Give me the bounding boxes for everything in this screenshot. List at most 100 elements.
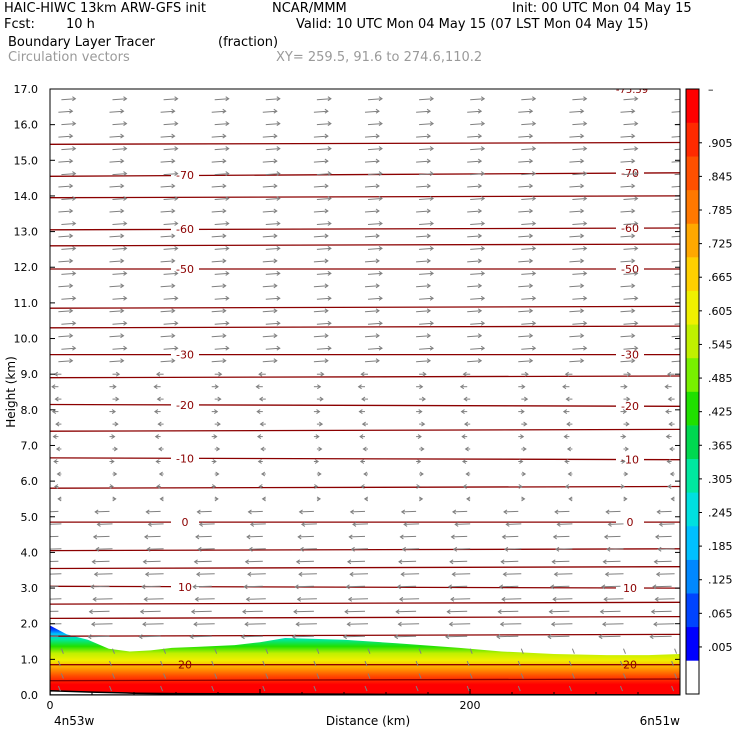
wind-vector-head xyxy=(477,183,483,189)
wind-vector xyxy=(316,648,320,654)
wind-vector-head xyxy=(520,409,525,415)
wind-vector-head xyxy=(447,584,452,590)
colorbar-label: .485 xyxy=(708,372,733,385)
wind-vector-head xyxy=(44,572,47,576)
wind-vector xyxy=(517,660,521,667)
wind-vector-head xyxy=(276,146,281,152)
wind-vector-head xyxy=(622,409,628,415)
wind-vector-head xyxy=(361,396,366,402)
wind-vector-head xyxy=(566,421,571,427)
colorbar-swatch xyxy=(686,223,699,258)
wind-vector-head xyxy=(146,546,151,552)
wind-vector xyxy=(518,260,533,263)
wind-vector xyxy=(60,673,64,679)
wind-vector xyxy=(58,285,73,288)
wind-vector xyxy=(262,110,277,113)
wind-vector-head xyxy=(448,621,453,627)
wind-vector-head xyxy=(417,434,422,440)
contour-label-bg xyxy=(171,169,199,182)
wind-vector xyxy=(364,360,380,363)
wind-vector xyxy=(470,272,485,275)
wind-vector-head xyxy=(299,546,304,552)
wind-vector xyxy=(499,585,519,588)
y-tick-label: 14.0 xyxy=(14,190,39,203)
wind-vector-head xyxy=(551,559,556,565)
contour-label: -50 xyxy=(621,263,639,276)
wind-vector-head xyxy=(378,96,383,102)
wind-vector xyxy=(608,523,624,525)
y-tick-label: 2.0 xyxy=(21,618,39,631)
wind-vector-head xyxy=(120,208,125,214)
wind-vector-head xyxy=(522,446,527,452)
wind-vector-head xyxy=(461,434,466,440)
wind-vector-head xyxy=(564,459,569,464)
wind-vector xyxy=(572,347,587,350)
wind-vector-head xyxy=(477,108,483,114)
wind-vector-head xyxy=(276,171,281,177)
colorbar-label: .845 xyxy=(708,170,733,183)
organization: NCAR/MMM xyxy=(272,1,347,16)
wind-vector-head xyxy=(225,121,230,127)
forecast-label: Fcst: xyxy=(4,17,35,32)
y-tick-label: 17.0 xyxy=(14,83,39,96)
wind-vector xyxy=(144,535,161,538)
wind-vector-head xyxy=(583,320,588,326)
wind-vector-head xyxy=(46,522,49,526)
wind-vector-head xyxy=(40,585,43,589)
wind-vector-head xyxy=(634,270,639,276)
wind-vector-head xyxy=(174,221,179,226)
wind-vector xyxy=(674,298,680,300)
wind-vector xyxy=(160,285,175,288)
wind-vector xyxy=(109,335,124,338)
wind-vector-head xyxy=(198,521,203,527)
wind-vector-head xyxy=(623,496,628,502)
wind-vector-head xyxy=(72,345,77,351)
wind-vector xyxy=(671,685,675,692)
wind-vector xyxy=(163,98,178,101)
wind-vector-head xyxy=(171,133,176,139)
wind-vector xyxy=(140,610,161,613)
wind-vector-head xyxy=(256,409,261,415)
wind-vector xyxy=(61,198,76,200)
wind-vector-head xyxy=(580,133,585,139)
wind-vector xyxy=(419,123,434,126)
wind-vector xyxy=(518,285,533,288)
wind-vector-head xyxy=(568,496,573,502)
wind-vector xyxy=(467,185,482,188)
wind-vector xyxy=(620,660,623,667)
wind-vector xyxy=(554,573,573,575)
wind-vector-head xyxy=(249,521,255,527)
wind-vector xyxy=(262,210,277,213)
wind-vector xyxy=(623,148,638,151)
wind-vector-head xyxy=(426,158,432,164)
wind-vector xyxy=(50,610,59,612)
wind-vector-head xyxy=(327,221,332,226)
wind-vector xyxy=(364,285,380,288)
wind-vector xyxy=(470,98,485,101)
wind-vector xyxy=(58,135,73,138)
wind-vector-head xyxy=(197,546,202,552)
wind-vector-head xyxy=(112,496,117,502)
wind-vector-head xyxy=(524,396,529,402)
wind-vector-head xyxy=(113,471,118,477)
wind-vector-head xyxy=(240,634,245,640)
wind-vector-head xyxy=(144,571,150,577)
wind-vector-head xyxy=(43,535,46,539)
y-tick-label: 9.0 xyxy=(21,368,39,381)
wind-vector-head xyxy=(295,621,300,627)
wind-vector xyxy=(211,360,226,363)
wind-vector xyxy=(316,198,331,200)
wind-vector xyxy=(470,322,485,325)
wind-vector xyxy=(199,523,215,525)
wind-vector-head xyxy=(624,446,630,452)
wind-vector-head xyxy=(54,396,59,402)
wind-vector-head xyxy=(460,409,465,415)
wind-vector-head xyxy=(276,295,281,301)
contour-label: -60 xyxy=(176,223,194,236)
wind-vector-head xyxy=(547,634,552,640)
wind-vector xyxy=(241,635,263,638)
wind-vector xyxy=(211,310,226,313)
wind-vector-head xyxy=(375,283,380,289)
y-tick-label: 7.0 xyxy=(21,439,39,452)
wind-vector xyxy=(262,235,277,238)
